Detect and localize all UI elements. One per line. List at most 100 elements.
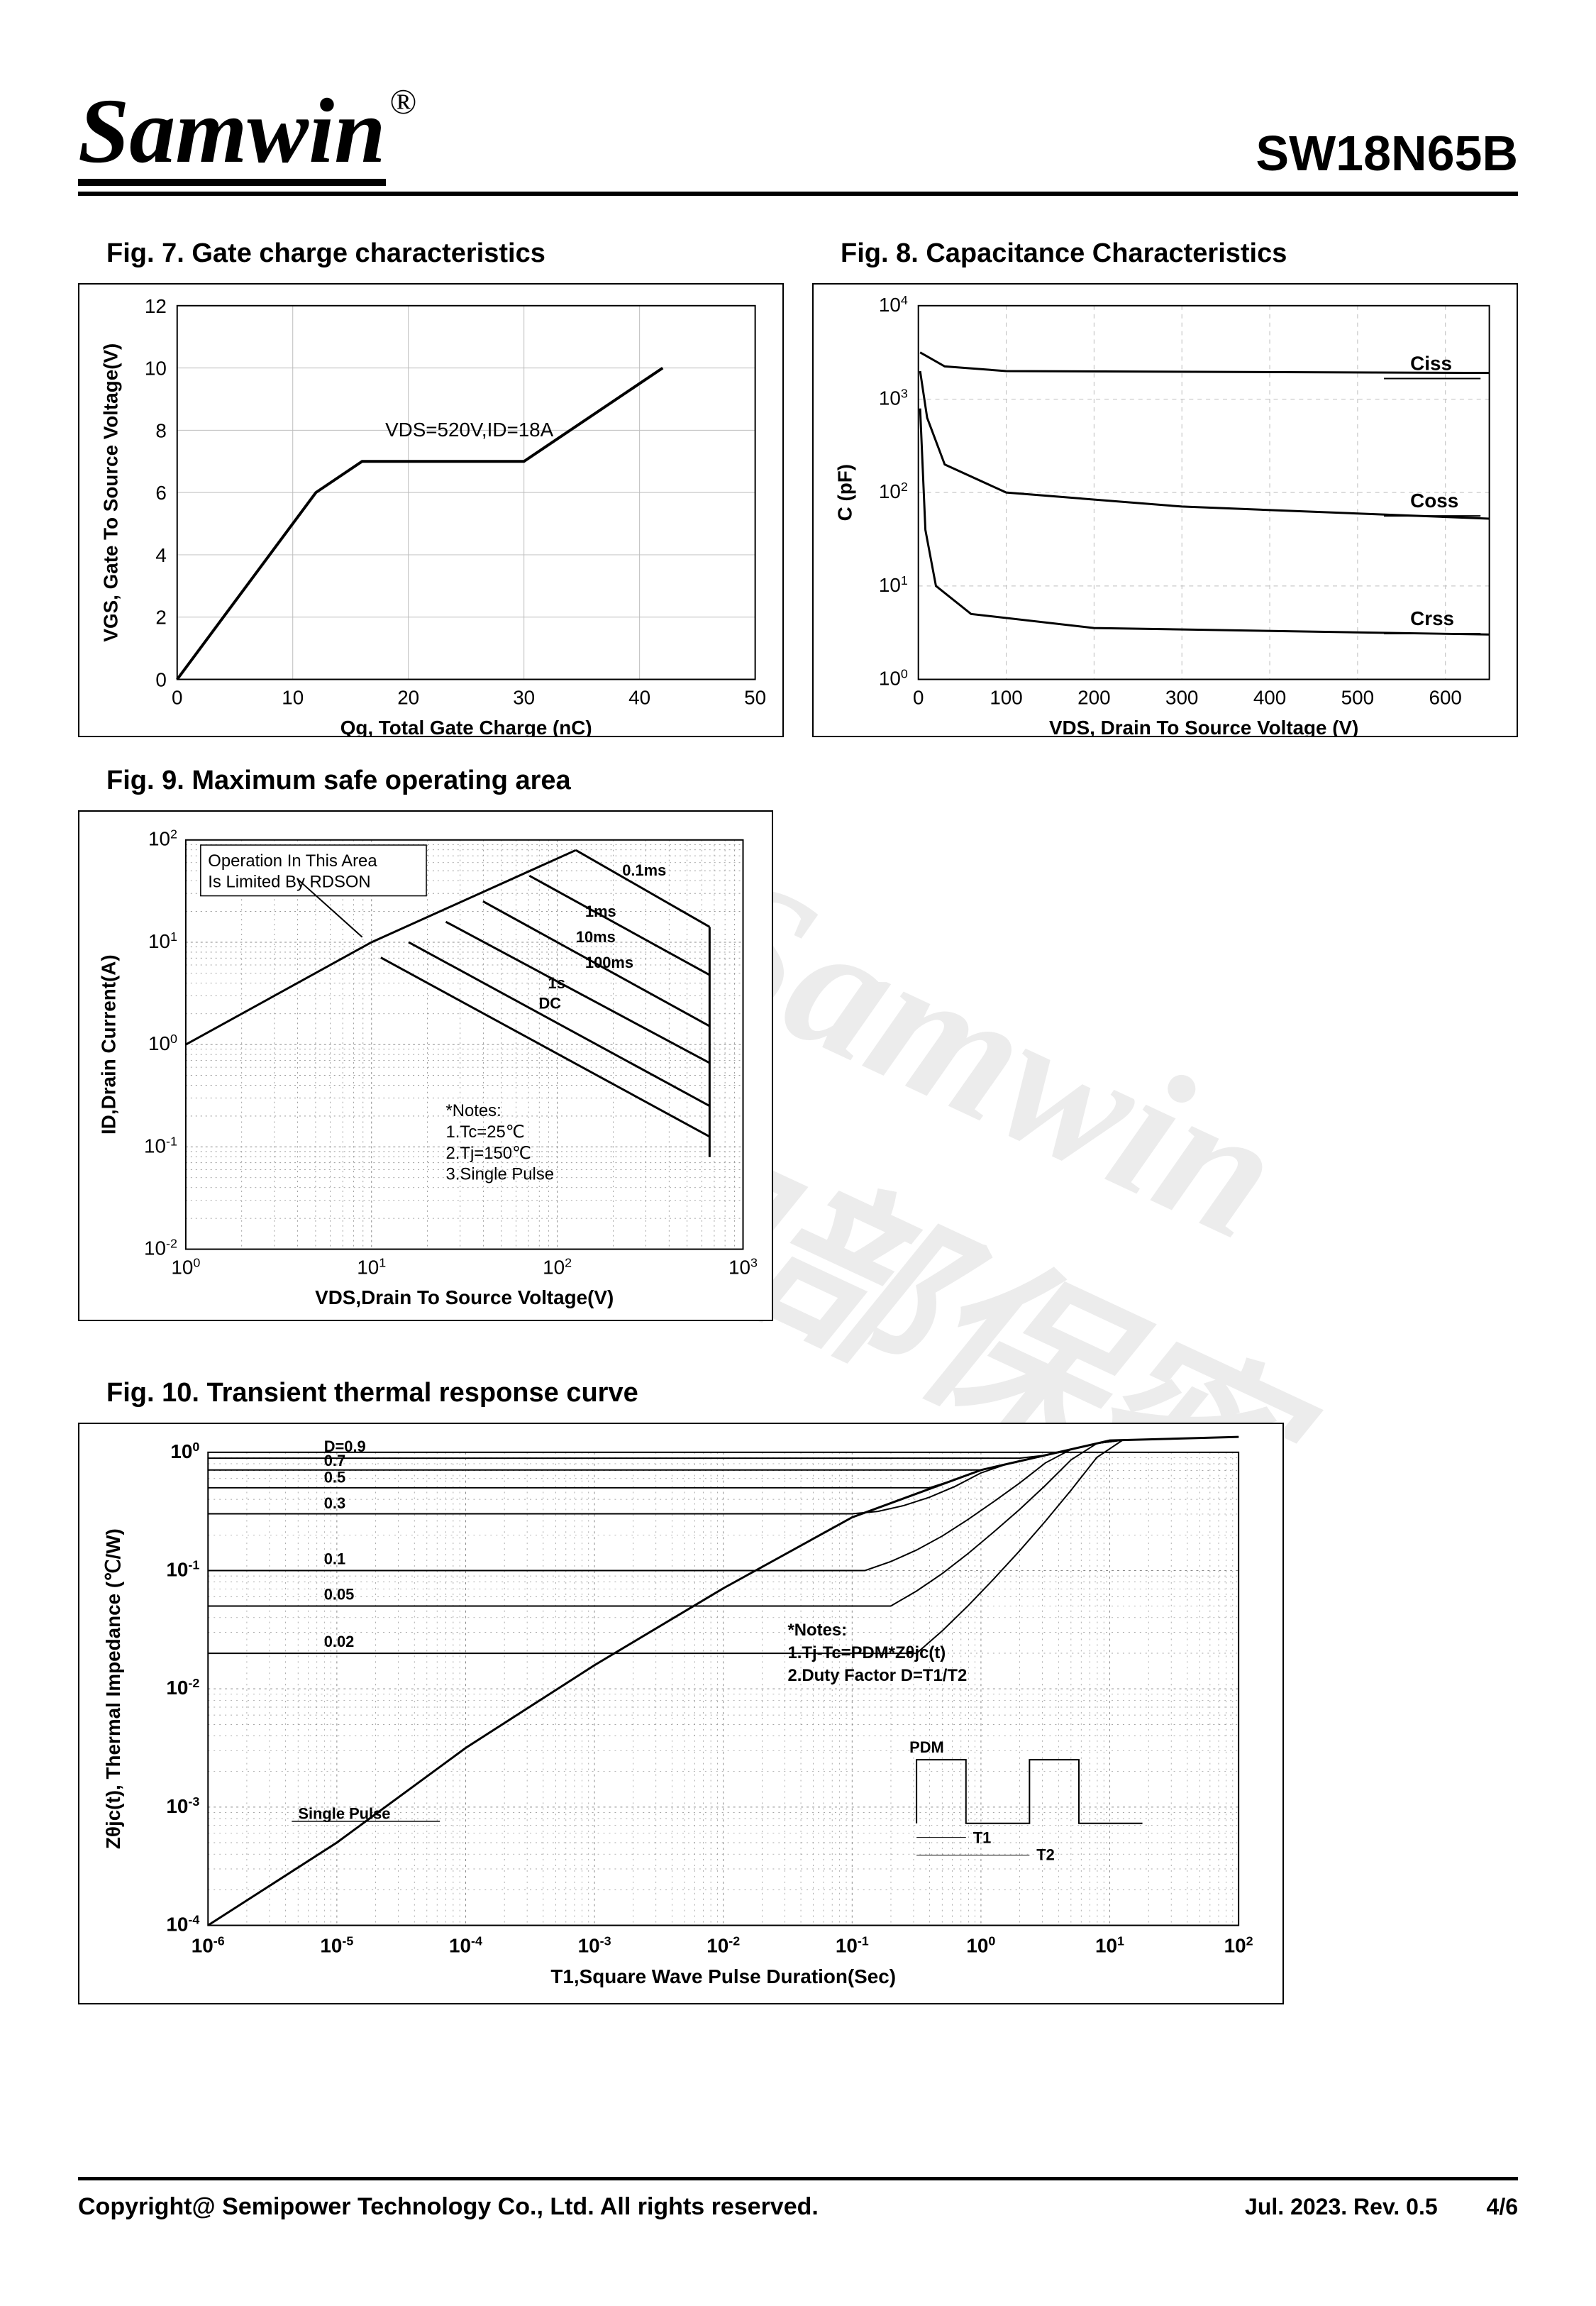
svg-text:Single Pulse: Single Pulse — [298, 1805, 390, 1823]
svg-text:T1: T1 — [973, 1829, 992, 1847]
svg-text:0: 0 — [155, 668, 166, 690]
svg-text:2: 2 — [155, 607, 166, 629]
svg-text:102: 102 — [148, 827, 177, 850]
svg-text:0: 0 — [172, 686, 182, 708]
svg-text:T2: T2 — [1036, 1846, 1055, 1863]
svg-text:Operation In This Area: Operation In This Area — [208, 851, 377, 871]
svg-text:VGS, Gate To Source Voltage(V: VGS, Gate To Source Voltage(V) — [99, 343, 121, 642]
svg-text:10: 10 — [145, 358, 167, 380]
brand-wrap: Samwin ® — [78, 85, 417, 186]
svg-text:100: 100 — [990, 686, 1022, 708]
svg-text:0.1: 0.1 — [324, 1550, 345, 1568]
svg-text:103: 103 — [879, 386, 908, 409]
footer-right: Jul. 2023. Rev. 0.5 4/6 — [1245, 2194, 1518, 2220]
part-number: SW18N65B — [1256, 125, 1518, 182]
svg-text:1ms: 1ms — [585, 903, 616, 920]
svg-text:10-3: 10-3 — [166, 1794, 199, 1817]
svg-text:30: 30 — [513, 686, 535, 708]
svg-text:10-2: 10-2 — [706, 1933, 740, 1956]
svg-text:50: 50 — [744, 686, 766, 708]
svg-text:VDS,Drain To Source Voltage(V): VDS,Drain To Source Voltage(V) — [315, 1286, 614, 1308]
svg-text:10-6: 10-6 — [192, 1933, 225, 1956]
svg-text:8: 8 — [155, 419, 166, 441]
svg-text:C (pF): C (pF) — [833, 464, 855, 521]
svg-text:10-1: 10-1 — [166, 1557, 199, 1580]
svg-text:DC: DC — [538, 995, 561, 1013]
footer-page: 4/6 — [1487, 2194, 1518, 2219]
fig10-chart: 10-610-510-410-310-210-110010110210-410-… — [78, 1423, 1284, 2004]
svg-text:103: 103 — [728, 1255, 758, 1278]
svg-text:*Notes:: *Notes: — [788, 1621, 848, 1640]
svg-text:Zθjc(t), Thermal Impedance (℃/: Zθjc(t), Thermal Impedance (℃/W) — [102, 1528, 124, 1849]
svg-text:1s: 1s — [548, 974, 565, 992]
fig7-title: Fig. 7. Gate charge characteristics — [106, 238, 784, 269]
svg-text:10-3: 10-3 — [578, 1933, 611, 1956]
svg-text:1.Tc=25℃: 1.Tc=25℃ — [446, 1122, 525, 1142]
svg-text:102: 102 — [1224, 1933, 1253, 1956]
svg-text:Qg, Total Gate Charge (nC): Qg, Total Gate Charge (nC) — [340, 717, 592, 736]
svg-text:40: 40 — [628, 686, 650, 708]
svg-text:10ms: 10ms — [576, 928, 616, 946]
svg-text:Is Limited By RDSON: Is Limited By RDSON — [208, 873, 370, 892]
svg-text:10-2: 10-2 — [166, 1676, 199, 1699]
svg-text:Ciss: Ciss — [1410, 353, 1452, 375]
svg-text:104: 104 — [879, 293, 908, 316]
fig9-title: Fig. 9. Maximum safe operating area — [106, 766, 773, 796]
fig8-block: Fig. 8. Capacitance Characteristics 0100… — [812, 231, 1518, 737]
svg-text:102: 102 — [879, 480, 908, 502]
svg-text:600: 600 — [1429, 686, 1462, 708]
svg-text:100: 100 — [148, 1032, 177, 1054]
svg-text:100: 100 — [171, 1255, 200, 1278]
svg-text:10-1: 10-1 — [836, 1933, 869, 1956]
svg-text:*Notes:: *Notes: — [446, 1101, 501, 1120]
svg-text:500: 500 — [1341, 686, 1374, 708]
svg-text:101: 101 — [148, 929, 177, 952]
svg-text:VDS, Drain To Source Voltage (: VDS, Drain To Source Voltage (V) — [1049, 717, 1358, 736]
svg-text:VDS=520V,ID=18A: VDS=520V,ID=18A — [385, 419, 554, 441]
svg-text:12: 12 — [145, 295, 167, 317]
svg-text:0.5: 0.5 — [324, 1468, 345, 1486]
svg-text:0: 0 — [913, 686, 924, 708]
fig9-block: Fig. 9. Maximum safe operating area 100 1… — [78, 766, 773, 1321]
svg-text:0.3: 0.3 — [324, 1494, 345, 1512]
svg-text:3.Single Pulse: 3.Single Pulse — [446, 1165, 555, 1184]
svg-text:300: 300 — [1165, 686, 1198, 708]
fig10-title: Fig. 10. Transient thermal response curv… — [106, 1378, 1284, 1408]
svg-text:20: 20 — [397, 686, 419, 708]
fig8-chart: 0100200300400500600100101102103104CissCo… — [812, 283, 1518, 737]
svg-text:100: 100 — [170, 1440, 199, 1462]
svg-text:102: 102 — [543, 1255, 572, 1278]
svg-text:2.Tj=150℃: 2.Tj=150℃ — [446, 1144, 531, 1163]
svg-text:101: 101 — [1095, 1933, 1124, 1956]
svg-text:0.05: 0.05 — [324, 1586, 355, 1604]
svg-text:4: 4 — [155, 544, 166, 566]
svg-text:2.Duty Factor D=T1/T2: 2.Duty Factor D=T1/T2 — [788, 1666, 968, 1685]
svg-text:101: 101 — [879, 573, 908, 596]
fig8-title: Fig. 8. Capacitance Characteristics — [841, 238, 1518, 269]
svg-text:100ms: 100ms — [585, 954, 633, 971]
svg-text:10: 10 — [282, 686, 304, 708]
svg-text:0.1ms: 0.1ms — [622, 861, 666, 879]
svg-text:0.02: 0.02 — [324, 1633, 355, 1650]
footer-copyright: Copyright@ Semipower Technology Co., Ltd… — [78, 2193, 819, 2221]
footer-date-rev: Jul. 2023. Rev. 0.5 — [1245, 2194, 1438, 2219]
svg-text:100: 100 — [966, 1933, 995, 1956]
svg-text:PDM: PDM — [909, 1738, 944, 1756]
svg-text:10-5: 10-5 — [320, 1933, 353, 1956]
svg-text:0.7: 0.7 — [324, 1452, 345, 1469]
svg-text:10-4: 10-4 — [166, 1912, 199, 1935]
fig10-block: Fig. 10. Transient thermal response curv… — [78, 1378, 1284, 2004]
svg-text:ID,Drain Current(A): ID,Drain Current(A) — [97, 954, 119, 1135]
svg-text:200: 200 — [1077, 686, 1110, 708]
figs-row-1: Fig. 7. Gate charge characteristics 0102… — [78, 231, 1518, 737]
registered-mark: ® — [390, 81, 417, 122]
svg-text:400: 400 — [1253, 686, 1286, 708]
page-footer: Copyright@ Semipower Technology Co., Ltd… — [78, 2177, 1518, 2221]
svg-text:1.Tj-Tc=PDM*Zθjc(t): 1.Tj-Tc=PDM*Zθjc(t) — [788, 1643, 946, 1662]
svg-text:Coss: Coss — [1410, 490, 1458, 512]
brand-name: Samwin — [78, 85, 386, 186]
svg-text:Crss: Crss — [1410, 607, 1454, 629]
fig9-chart: 10010110210310-210-1100101102Operation I… — [78, 810, 773, 1321]
fig7-block: Fig. 7. Gate charge characteristics 0 10 2… — [78, 231, 784, 737]
svg-text:100: 100 — [879, 666, 908, 689]
